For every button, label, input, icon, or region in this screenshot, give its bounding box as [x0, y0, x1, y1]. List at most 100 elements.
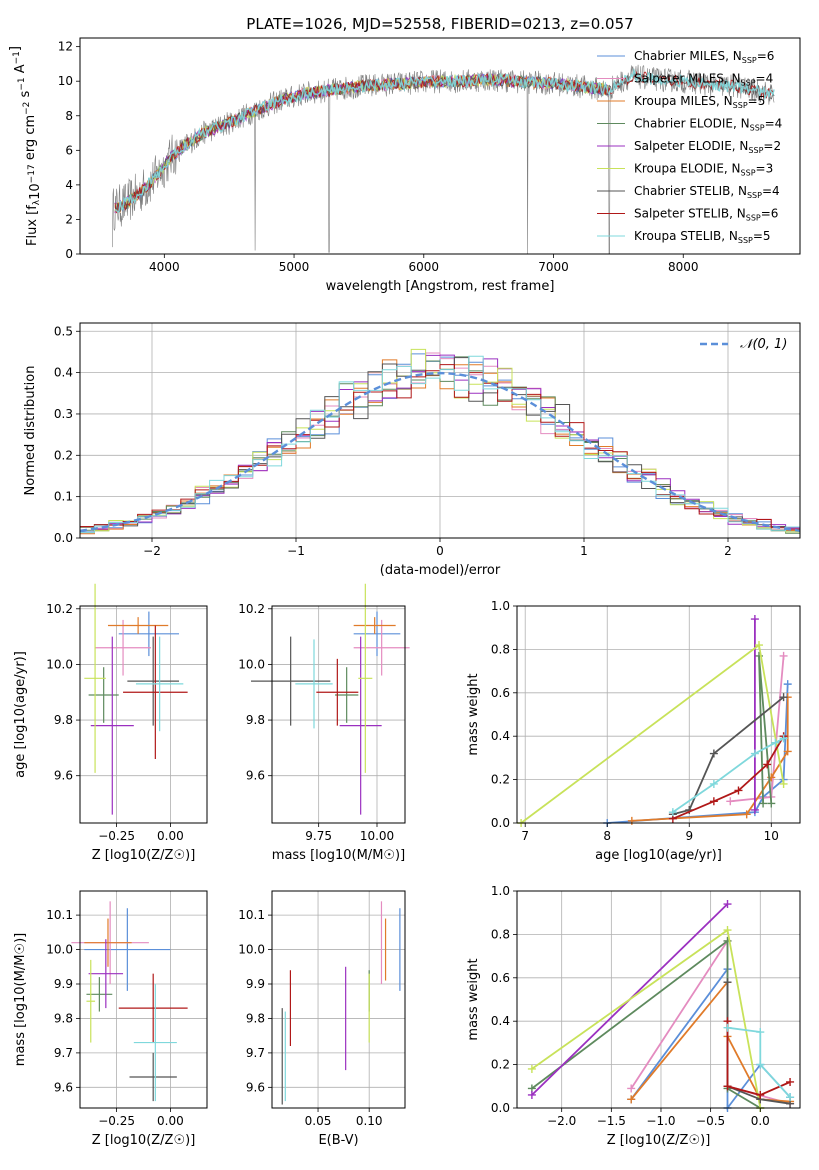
- point-kroupa_miles: [107, 617, 169, 634]
- y-axis-label: Flux [fλ10−17 erg cm−2 s−1 A−1]: [8, 46, 43, 246]
- x-tick-label: −0.5: [696, 1114, 725, 1128]
- y-axis-label: mass [log10(M/M☉)]: [13, 933, 28, 1066]
- series-marker: [779, 693, 788, 702]
- x-tick-label: 0.0: [751, 1114, 770, 1128]
- legend-entry-kroupa_stelib: Kroupa STELIB, NSSP=5: [634, 229, 771, 245]
- point-salpeter_miles: [353, 619, 410, 676]
- axes-frame: [79, 37, 801, 255]
- y-tick-label: 12: [58, 40, 73, 54]
- chart-title: PLATE=1026, MJD=52558, FIBERID=0213, z=0…: [246, 15, 633, 33]
- axes-frame: [271, 605, 406, 824]
- series-chabrier_stelib: [668, 693, 788, 819]
- series-marker: [779, 779, 788, 788]
- point-kroupa_elodie: [84, 583, 106, 773]
- series-marker: [756, 1090, 765, 1099]
- series-marker: [723, 1023, 732, 1032]
- residual-histograms: [80, 348, 800, 537]
- legend-entry-chabrier_stelib: Chabrier STELIB, NSSP=4: [634, 184, 780, 200]
- y-tick-label: 9.6: [246, 1080, 265, 1094]
- series-marker: [627, 1084, 636, 1093]
- x-tick-label: −1: [287, 544, 305, 558]
- age_vs_mass-panel: 9.75 10.00 9.6 9.8 10.0 10.2 mass [log10(M/M☉)…: [238, 583, 410, 863]
- x-axis-label: Z [log10(Z/Z☉)]: [607, 1133, 711, 1148]
- y-tick-label: 0.0: [491, 816, 510, 830]
- series-marker: [709, 779, 718, 788]
- series-marker: [723, 1082, 732, 1091]
- series-marker: [734, 786, 743, 795]
- x-tick-label: 9: [685, 829, 693, 843]
- legend-entry-salpeter_stelib: Salpeter STELIB, NSSP=6: [634, 207, 778, 223]
- x-tick-label: 10.00: [360, 829, 394, 843]
- series-salpeter_miles: [726, 651, 788, 806]
- y-tick-label: 0.6: [491, 686, 510, 700]
- point-salpeter_stelib: [123, 625, 188, 760]
- y-tick-label: 0.2: [54, 448, 73, 462]
- series-kroupa_elodie: [527, 926, 765, 1112]
- y-tick-label: 0.3: [54, 407, 73, 421]
- point-chabrier_miles: [353, 611, 401, 657]
- mass_vs_Z-panel: −0.25 0.00 9.6 9.7 9.8 9.9 10.0 10.1 Z [log10(Z/…: [13, 890, 208, 1148]
- x-axis-label: wavelength [Angstrom, rest frame]: [326, 279, 555, 294]
- legend-entry-kroupa_miles: Kroupa MILES, NSSP=5: [634, 94, 765, 110]
- series-marker: [786, 1093, 795, 1102]
- y-tick-label: 2: [65, 212, 73, 226]
- axes-frame: [516, 890, 801, 1109]
- series-marker: [709, 749, 718, 758]
- spectrum-lines: [112, 64, 775, 254]
- series-salpeter_stelib: [723, 1017, 795, 1099]
- y-tick-label: 0.4: [491, 1014, 510, 1028]
- legend-entry-salpeter_miles: Salpeter MILES, NSSP=4: [634, 72, 773, 88]
- x-tick-label: 7: [521, 829, 529, 843]
- point-salpeter_stelib: [316, 658, 359, 726]
- y-tick-label: 10.0: [238, 943, 265, 957]
- y-tick-label: 9.9: [246, 977, 265, 991]
- y-tick-label: 9.6: [54, 769, 73, 783]
- series-salpeter_elodie: [750, 615, 759, 814]
- y-tick-label: 9.6: [246, 769, 265, 783]
- legend-entry-kroupa_elodie: Kroupa ELODIE, NSSP=3: [634, 162, 773, 178]
- y-tick-label: 0.5: [54, 324, 73, 338]
- x-tick-label: 10: [764, 829, 779, 843]
- series-line: [726, 1021, 791, 1096]
- legend-entry-gauss: 𝒩(0, 1): [740, 337, 787, 352]
- histogram-kroupa_stelib: [80, 355, 800, 535]
- y-tick-label: 9.7: [246, 1046, 265, 1060]
- y-axis-label: age [log10(age/yr)]: [13, 651, 28, 778]
- y-tick-label: 9.8: [54, 1011, 73, 1025]
- point-chabrier_stelib: [251, 636, 331, 726]
- y-tick-label: 1.0: [491, 884, 510, 898]
- y-tick-label: 0.6: [491, 971, 510, 985]
- x-axis-label: mass [log10(M/M☉)]: [272, 848, 405, 863]
- series-marker: [742, 810, 751, 819]
- x-tick-label: −1.5: [597, 1114, 626, 1128]
- series-line: [727, 1026, 791, 1098]
- x-tick-label: 8: [603, 829, 611, 843]
- y-tick-label: 9.6: [54, 1080, 73, 1094]
- series-line: [531, 939, 761, 1109]
- series-kroupa_elodie: [517, 641, 788, 827]
- y-axis-label: mass weight: [466, 958, 481, 1040]
- series-marker: [754, 641, 763, 650]
- y-axis-label: Normed distribution: [23, 366, 38, 496]
- residuals-panel: −2 −1 0 1 2 0.0 0.1 0.2 0.3 0.4 0.5 (data-model)/er…: [23, 322, 801, 578]
- x-tick-label: −2: [143, 544, 161, 558]
- series-line: [672, 696, 785, 816]
- x-tick-label: 0: [436, 544, 444, 558]
- y-tick-label: 10: [58, 74, 73, 88]
- spectrum-panel: PLATE=1026, MJD=52558, FIBERID=0213, z=0…: [8, 15, 801, 294]
- series-marker: [779, 734, 788, 743]
- y-tick-label: 0: [65, 247, 73, 261]
- age_vs_Z-panel: −0.25 0.00 9.6 9.8 10.0 10.2 Z [log10(Z/Z☉)] ag…: [13, 583, 208, 863]
- y-tick-label: 0.0: [491, 1101, 510, 1115]
- series-marker: [527, 1064, 536, 1073]
- y-tick-label: 0.4: [54, 366, 73, 380]
- y-tick-label: 0.0: [54, 531, 73, 545]
- y-tick-label: 1.0: [491, 599, 510, 613]
- point-salpeter_miles: [95, 619, 152, 676]
- point-kroupa_stelib: [133, 984, 177, 1102]
- series-marker: [723, 926, 732, 935]
- y-tick-label: 6: [65, 143, 73, 157]
- series-marker: [668, 808, 677, 817]
- x-axis-label: Z [log10(Z/Z☉)]: [92, 1133, 196, 1148]
